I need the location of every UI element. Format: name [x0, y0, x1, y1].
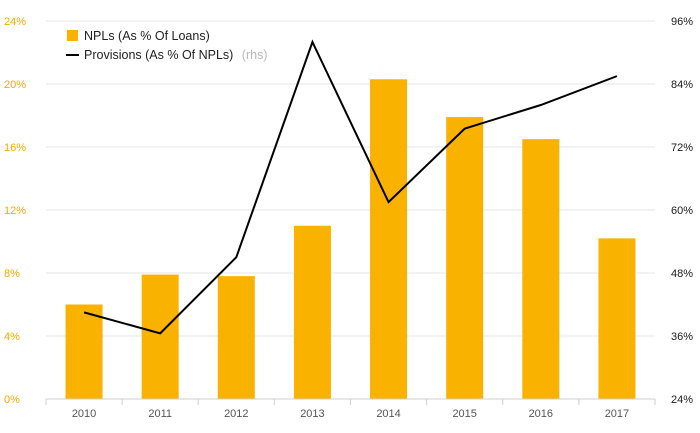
x-tick-label: 2014	[376, 408, 400, 420]
y-left-tick-label: 12%	[4, 205, 26, 217]
x-tick-label: 2010	[72, 408, 96, 420]
x-tick-label: 2013	[300, 408, 324, 420]
y-left-tick-label: 24%	[4, 16, 26, 28]
bar	[598, 238, 636, 399]
y-left-tick-label: 8%	[4, 268, 20, 280]
y-right-tick-label: 24%	[671, 394, 693, 406]
x-tick-label: 2012	[224, 408, 248, 420]
provisions-line-group	[83, 39, 618, 335]
x-tick-label: 2016	[529, 408, 553, 420]
bar	[217, 276, 255, 399]
legend-swatch-npl	[67, 30, 78, 41]
bar	[65, 304, 103, 399]
legend-label-npl: NPLs (As % Of Loans)	[84, 29, 210, 43]
legend-label-provisions-suffix: (rhs)	[242, 48, 268, 62]
y-right-tick-label: 60%	[671, 205, 693, 217]
y-left-tick-label: 4%	[4, 331, 20, 343]
x-tick-label: 2011	[148, 408, 172, 420]
x-tick-label: 2015	[452, 408, 476, 420]
legend-label-provisions: Provisions (As % Of NPLs) (rhs)	[84, 46, 268, 63]
y-right-tick-label: 36%	[671, 331, 693, 343]
y-left-tick-label: 16%	[4, 142, 26, 154]
bar	[370, 79, 408, 400]
legend: NPLs (As % Of Loans) Provisions (As % Of…	[66, 29, 268, 63]
y-right-tick-label: 72%	[671, 142, 693, 154]
npl-bars	[65, 79, 636, 400]
provisions-line	[83, 39, 618, 335]
x-tick-label: 2017	[605, 408, 629, 420]
bar	[141, 274, 179, 399]
bar	[446, 117, 484, 399]
y-right-tick-label: 48%	[671, 268, 693, 280]
y-right-tick-label: 96%	[671, 16, 693, 28]
y-right-tick-label: 84%	[671, 79, 693, 91]
gridlines	[46, 20, 655, 337]
y-left-tick-label: 20%	[4, 79, 26, 91]
axes: 0% 4% 8% 12% 16% 20% 24% 24% 36% 48% 60% 72% 84% 96% 2…	[4, 16, 693, 420]
y-left-tick-label: 0%	[4, 394, 20, 406]
bar	[293, 225, 331, 399]
legend-label-provisions-name: Provisions (As % Of NPLs)	[84, 48, 233, 62]
bar	[522, 139, 560, 399]
